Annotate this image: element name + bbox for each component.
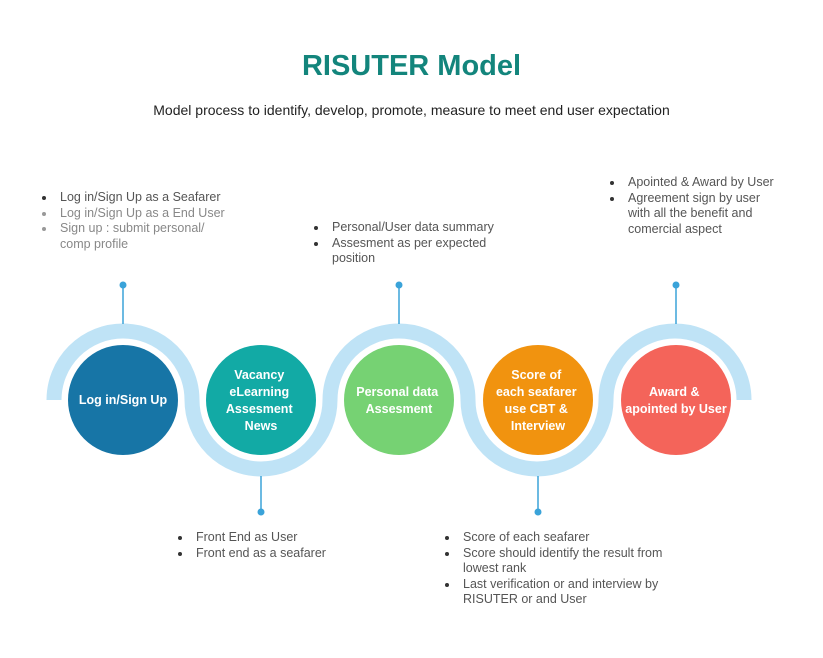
stage-3-notes: Personal/User data summary Assesment as … [308, 220, 528, 267]
note-item: Log in/Sign Up as a Seafarer [56, 190, 231, 206]
note-item: Front end as a seafarer [192, 546, 392, 562]
note-item: Assesment as per expected position [328, 236, 528, 267]
connector-dot-stage4 [534, 508, 542, 516]
stage-2-circle [206, 345, 316, 455]
page-title: RISUTER Model [301, 50, 522, 82]
stage-2: Vacancy eLearning Assesment News [206, 345, 316, 455]
note-item: Front End as User [192, 530, 392, 546]
wave-track [46, 323, 752, 477]
note-item: Score should identify the result from lo… [459, 546, 679, 577]
stage-2-label: Vacancy eLearning Assesment News [226, 368, 296, 433]
stage-4-label-line: each seafarer [496, 385, 577, 399]
stage-4-circle [483, 345, 593, 455]
connector-dot-stage2 [257, 508, 265, 516]
page-subtitle: Model process to identify, develop, prom… [153, 102, 670, 118]
stage-4-label: Score of each seafarer use CBT & Intervi… [496, 368, 580, 433]
stage-4: Score of each seafarer use CBT & Intervi… [483, 345, 593, 455]
connector-dot-stage5 [672, 281, 680, 289]
connector-dots [119, 281, 680, 516]
stage-3: Personal data Assesment [344, 345, 454, 455]
stage-5-label-line: Award & [649, 385, 699, 399]
stage-1-label: Log in/Sign Up [79, 393, 168, 407]
stage-5-circle [621, 345, 731, 455]
stage-2-label-line: News [245, 419, 278, 433]
stage-5-notes: Apointed & Award by User Agreement sign … [604, 175, 784, 237]
stage-1-notes: Log in/Sign Up as a Seafarer Log in/Sign… [36, 190, 231, 252]
stage-2-label-line: eLearning [229, 385, 289, 399]
connector-dot-stage1 [119, 281, 127, 289]
stage-1-label-line: Log in/Sign Up [79, 393, 168, 407]
stage-3-label-line: Assesment [366, 402, 434, 416]
connectors [122, 285, 677, 512]
stage-1-circle [68, 345, 178, 455]
stage-3-label: Personal data Assesment [356, 385, 441, 416]
note-item: Last verification or and interview by RI… [459, 577, 679, 608]
note-item: Sign up : submit personal/ comp profile [56, 221, 231, 252]
stage-4-notes: Score of each seafarer Score should iden… [439, 530, 679, 608]
note-item: Log in/Sign Up as a End User [56, 206, 231, 222]
stage-5-label: Award & apointed by User [625, 385, 727, 416]
stage-2-label-line: Assesment [226, 402, 294, 416]
stage-4-label-line: Interview [511, 419, 565, 433]
stage-2-label-line: Vacancy [234, 368, 284, 382]
stage-1: Log in/Sign Up [68, 345, 178, 455]
stage-4-label-line: Score of [511, 368, 562, 382]
stage-2-notes: Front End as User Front end as a seafare… [172, 530, 392, 561]
note-item: Score of each seafarer [459, 530, 679, 546]
connector-dot-stage3 [395, 281, 403, 289]
note-item: Personal/User data summary [328, 220, 528, 236]
stage-5-label-line: apointed by User [625, 402, 727, 416]
stage-5: Award & apointed by User [621, 345, 731, 455]
stage-3-circle [344, 345, 454, 455]
note-item: Agreement sign by user with all the bene… [624, 191, 784, 238]
stage-4-label-line: use CBT & [505, 402, 568, 416]
stage-3-label-line: Personal data [356, 385, 439, 399]
note-item: Apointed & Award by User [624, 175, 784, 191]
